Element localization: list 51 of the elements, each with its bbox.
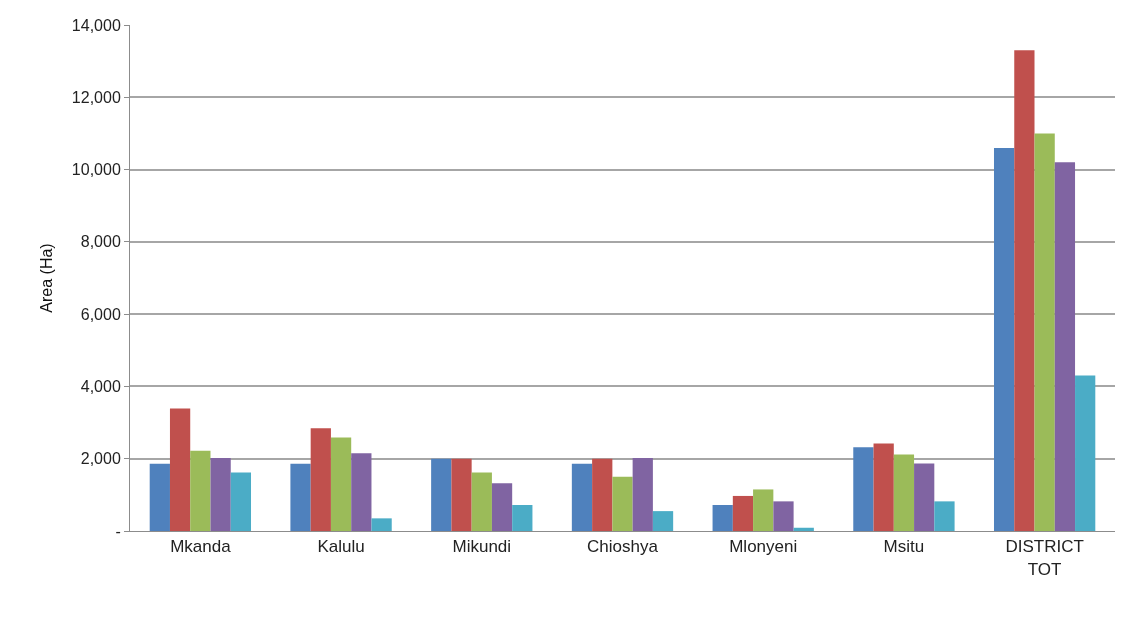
bar (290, 463, 311, 531)
y-tick-label: 4,000 (80, 378, 121, 396)
bar (632, 457, 653, 531)
bar (149, 463, 170, 531)
bar (914, 463, 935, 531)
bar (853, 447, 874, 531)
y-tick-label: 12,000 (71, 88, 121, 106)
y-tick-label: 10,000 (71, 161, 121, 179)
y-tick-label: 14,000 (71, 16, 121, 34)
bar (592, 458, 613, 531)
bar (491, 483, 513, 531)
bar (993, 147, 1015, 531)
y-tick-label: 2,000 (80, 450, 121, 468)
bar (793, 527, 814, 531)
bar (893, 454, 915, 531)
bar (371, 518, 392, 531)
bar (1054, 162, 1076, 531)
bar (310, 428, 331, 531)
bar (652, 511, 674, 531)
bar (571, 463, 593, 531)
y-tick-label: 8,000 (80, 233, 121, 251)
bar (230, 472, 252, 531)
bar (169, 408, 191, 531)
x-tick-label: Mkanda (170, 537, 232, 557)
bar (512, 504, 533, 531)
x-tick-label: Msitu (883, 537, 925, 557)
x-tick-label: DISTRICT TOT (1005, 537, 1084, 579)
bar (612, 476, 633, 531)
bar (873, 443, 894, 531)
bar (773, 501, 794, 531)
bar (732, 495, 754, 531)
bar (1014, 50, 1035, 531)
x-tick-label: Kalulu (317, 537, 365, 557)
bar (753, 489, 774, 531)
y-tick-label: - (115, 522, 121, 540)
bar (1034, 133, 1055, 531)
bar (934, 501, 955, 531)
bar (1075, 375, 1096, 531)
bar (210, 457, 231, 531)
x-tick-label: Mlonyeni (729, 537, 798, 557)
bar (190, 450, 211, 531)
y-tick-label: 6,000 (80, 305, 121, 323)
bar (471, 472, 492, 531)
x-tick-label: Chioshya (587, 537, 659, 557)
bar (712, 504, 733, 531)
y-axis-title: Area (Ha) (37, 243, 55, 313)
bar (330, 437, 352, 531)
bar (451, 458, 472, 531)
bar (351, 453, 372, 531)
bar (431, 458, 452, 531)
x-tick-label: Mikundi (452, 537, 512, 557)
